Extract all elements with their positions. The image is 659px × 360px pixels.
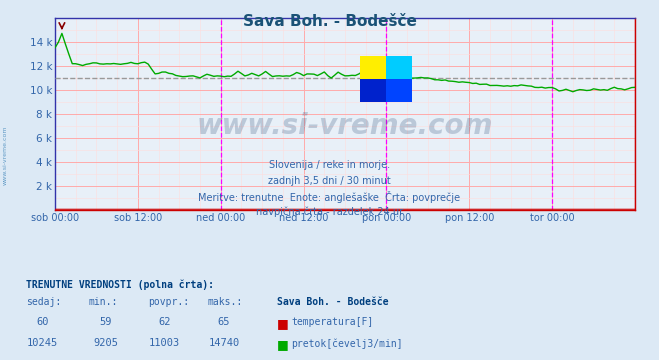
Text: 60: 60 (37, 317, 49, 327)
Text: min.:: min.: (89, 297, 119, 307)
Text: Slovenija / reke in morje.: Slovenija / reke in morje. (269, 160, 390, 170)
Text: sedaj:: sedaj: (26, 297, 61, 307)
Text: povpr.:: povpr.: (148, 297, 189, 307)
Text: temperatura[F]: temperatura[F] (291, 317, 374, 327)
Text: 14740: 14740 (208, 338, 240, 348)
Text: zadnjh 3,5 dni / 30 minut: zadnjh 3,5 dni / 30 minut (268, 176, 391, 186)
Text: Meritve: trenutne  Enote: anglešaške  Črta: povprečje: Meritve: trenutne Enote: anglešaške Črta… (198, 191, 461, 203)
Text: ■: ■ (277, 317, 289, 330)
Text: 9205: 9205 (93, 338, 118, 348)
Text: 65: 65 (218, 317, 230, 327)
Text: 10245: 10245 (27, 338, 59, 348)
Text: www.si-vreme.com: www.si-vreme.com (3, 125, 8, 185)
Text: 11003: 11003 (149, 338, 181, 348)
Text: 59: 59 (100, 317, 111, 327)
FancyBboxPatch shape (360, 57, 386, 80)
Text: TRENUTNE VREDNOSTI (polna črta):: TRENUTNE VREDNOSTI (polna črta): (26, 279, 214, 289)
FancyBboxPatch shape (386, 57, 412, 80)
FancyBboxPatch shape (386, 80, 412, 103)
Text: Sava Boh. - Bodešče: Sava Boh. - Bodešče (277, 297, 388, 307)
Text: www.si-vreme.com: www.si-vreme.com (197, 112, 493, 140)
Text: ■: ■ (277, 338, 289, 351)
Text: 62: 62 (159, 317, 171, 327)
FancyBboxPatch shape (360, 80, 386, 103)
Text: navpična črta - razdelek 24 ur: navpična črta - razdelek 24 ur (256, 207, 403, 217)
Text: Sava Boh. - Bodešče: Sava Boh. - Bodešče (243, 14, 416, 29)
Text: pretok[čevelj3/min]: pretok[čevelj3/min] (291, 338, 403, 349)
Text: maks.:: maks.: (208, 297, 243, 307)
